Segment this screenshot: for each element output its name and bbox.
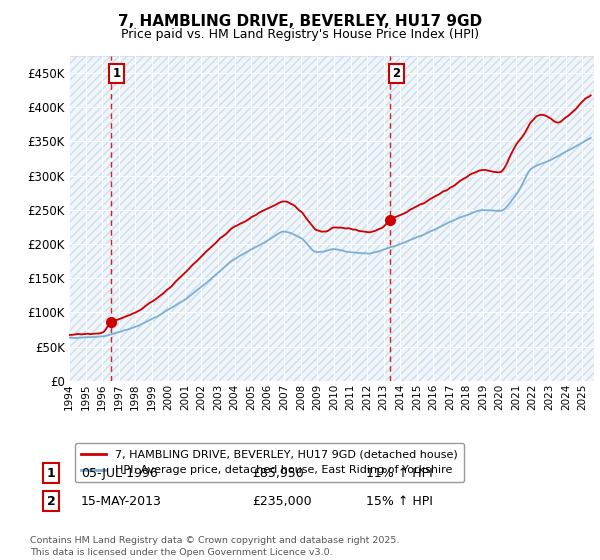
Text: 11% ↑ HPI: 11% ↑ HPI [366,466,433,480]
Text: 7, HAMBLING DRIVE, BEVERLEY, HU17 9GD: 7, HAMBLING DRIVE, BEVERLEY, HU17 9GD [118,14,482,29]
Text: 05-JUL-1996: 05-JUL-1996 [81,466,158,480]
Text: 2: 2 [47,494,55,508]
Text: £235,000: £235,000 [252,494,311,508]
Text: £85,950: £85,950 [252,466,304,480]
Text: 1: 1 [113,67,121,80]
Text: 15% ↑ HPI: 15% ↑ HPI [366,494,433,508]
Text: Price paid vs. HM Land Registry's House Price Index (HPI): Price paid vs. HM Land Registry's House … [121,28,479,41]
Text: 1: 1 [47,466,55,480]
Text: 2: 2 [392,67,400,80]
Legend: 7, HAMBLING DRIVE, BEVERLEY, HU17 9GD (detached house), HPI: Average price, deta: 7, HAMBLING DRIVE, BEVERLEY, HU17 9GD (d… [74,443,464,482]
Text: Contains HM Land Registry data © Crown copyright and database right 2025.
This d: Contains HM Land Registry data © Crown c… [30,536,400,557]
Text: 15-MAY-2013: 15-MAY-2013 [81,494,162,508]
